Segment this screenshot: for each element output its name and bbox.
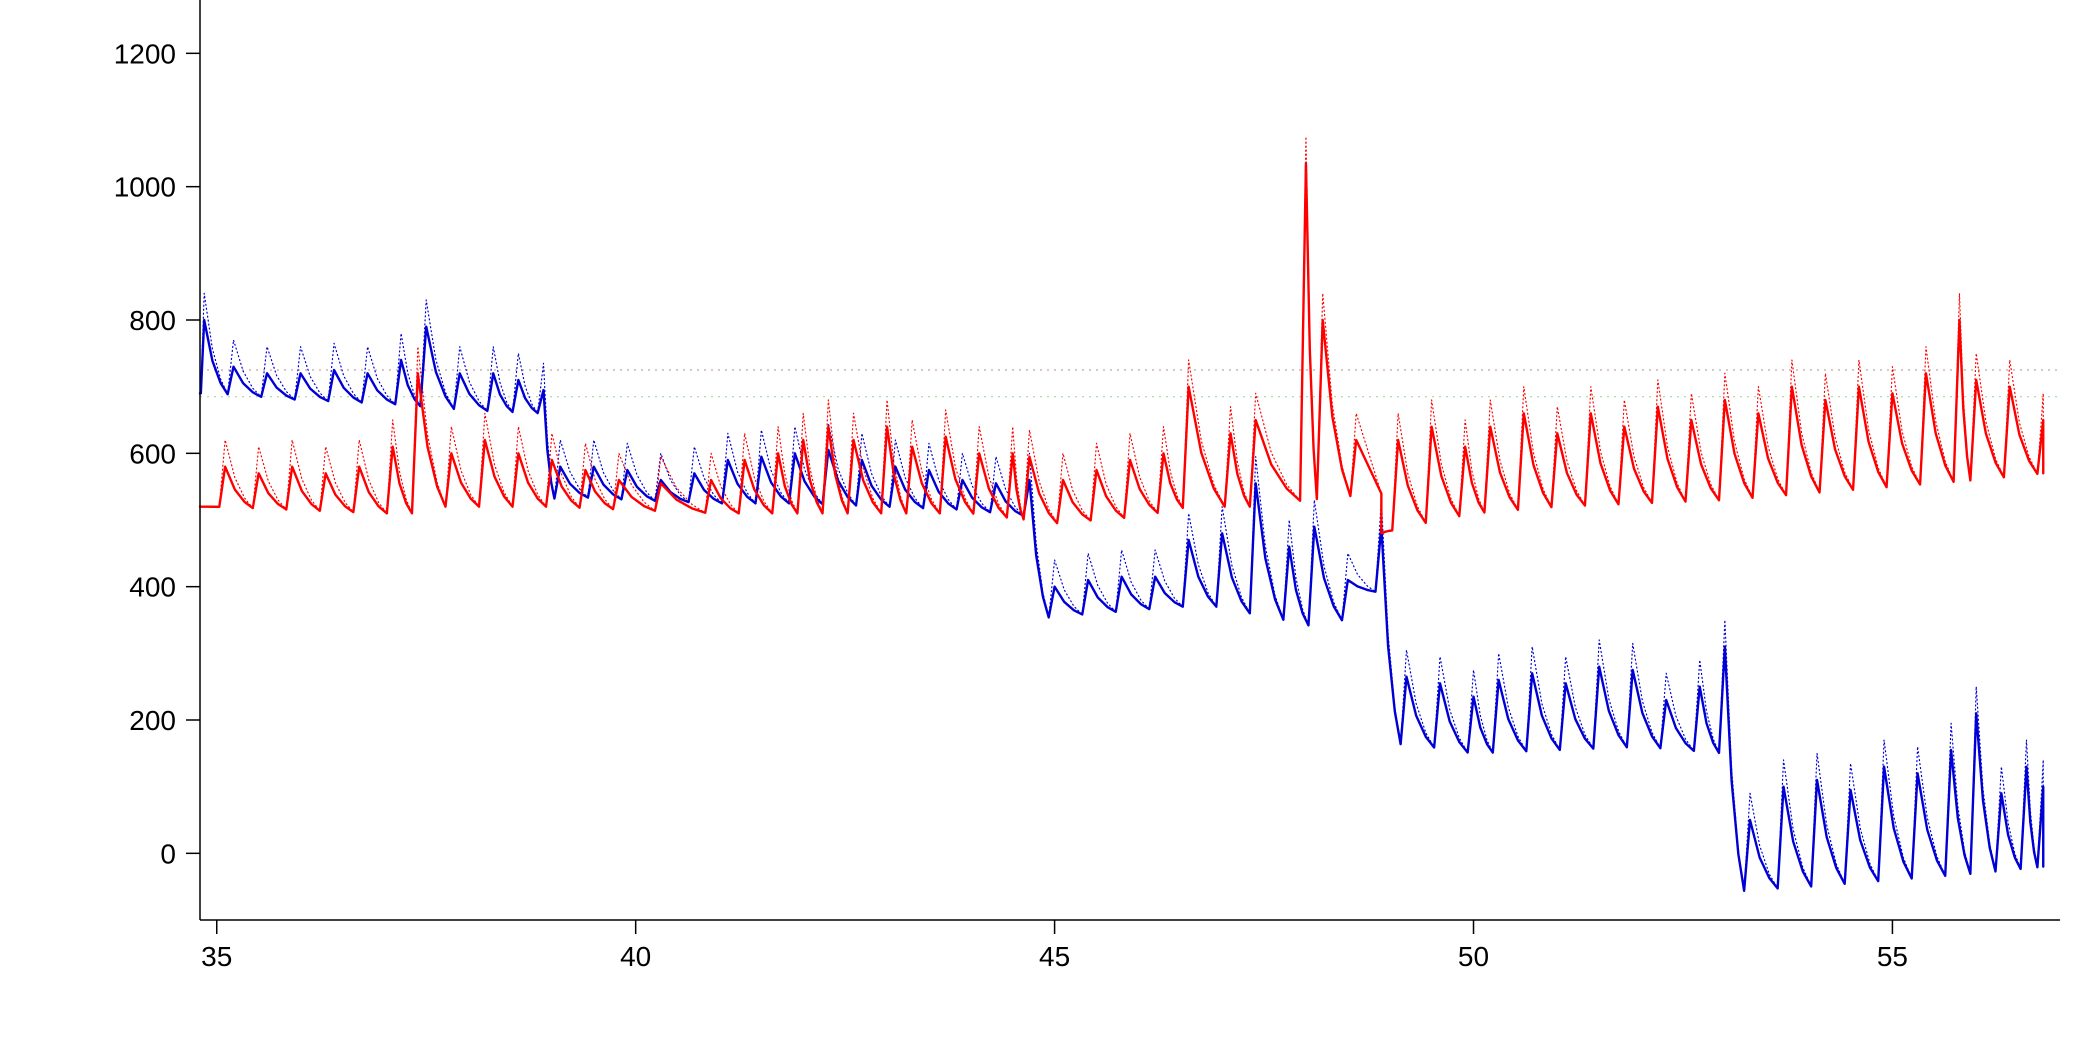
chart-svg: 0 200 400 600 800 1000 1200 35 40 45 50 55 bbox=[0, 0, 2080, 1040]
y-tick-label: 200 bbox=[129, 705, 176, 736]
x-tick-label: 40 bbox=[620, 941, 651, 972]
time-series-chart: 0 200 400 600 800 1000 1200 35 40 45 50 55 bbox=[0, 0, 2080, 1040]
x-tick-label: 50 bbox=[1458, 941, 1489, 972]
y-tick-label: 0 bbox=[160, 838, 176, 869]
red-series-solid bbox=[200, 163, 2043, 533]
y-tick-label: 400 bbox=[129, 572, 176, 603]
blue-series-dotted bbox=[200, 293, 2043, 890]
x-tick-label: 55 bbox=[1877, 941, 1908, 972]
blue-series-solid bbox=[200, 320, 2043, 891]
y-tick-label: 800 bbox=[129, 305, 176, 336]
y-tick-label: 600 bbox=[129, 438, 176, 469]
red-series-dotted bbox=[200, 137, 2043, 534]
y-tick-label: 1000 bbox=[114, 172, 176, 203]
y-tick-label: 1200 bbox=[114, 38, 176, 69]
x-tick-label: 45 bbox=[1039, 941, 1070, 972]
x-tick-label: 35 bbox=[201, 941, 232, 972]
